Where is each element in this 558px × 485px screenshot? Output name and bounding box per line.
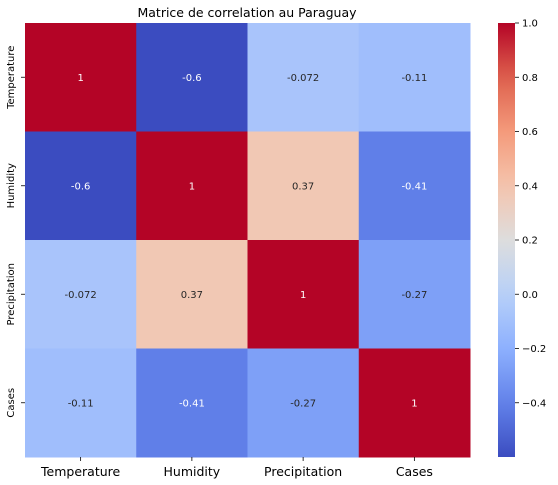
heatmap-cell (25, 240, 137, 349)
colorbar-tick-label: 1.0 (522, 19, 538, 30)
heatmap-cell (358, 131, 471, 241)
heatmap-cell (247, 240, 360, 349)
y-tick-label: Humidity (6, 163, 17, 208)
heatmap-cell (136, 131, 248, 241)
chart-title: Matrice de correlation au Paraguay (137, 5, 357, 20)
colorbar-tick-label: 0.2 (522, 236, 538, 247)
heatmap-cell (25, 23, 137, 132)
colorbar-tick-label: 0.8 (522, 73, 538, 84)
colorbar-tick-label: 0.6 (522, 127, 538, 138)
cell-annotation: -0.6 (71, 181, 91, 192)
cell-annotation: -0.27 (290, 398, 316, 409)
cell-annotation: -0.072 (287, 73, 319, 84)
heatmap-cell (136, 240, 248, 349)
y-tick-label: Cases (6, 388, 17, 418)
x-axis-labels: Temperature Humidity Precipitation Cases (40, 457, 433, 479)
heatmap-cell (25, 131, 137, 241)
heatmap-cell (358, 23, 471, 132)
heatmap-cell (247, 23, 360, 132)
colorbar-gradient (498, 23, 515, 457)
cell-annotation: -0.11 (68, 398, 94, 409)
heatmap-cell (358, 240, 471, 349)
cell-annotation: 1 (77, 73, 83, 84)
cell-annotation: -0.41 (179, 398, 205, 409)
cell-annotation: -0.41 (401, 181, 427, 192)
x-tick-label: Cases (396, 464, 433, 479)
colorbar-tick-label: 0.0 (522, 290, 538, 301)
cell-annotation: -0.072 (65, 290, 97, 301)
heatmap-cells: 1 -0.6 -0.072 -0.11 -0.6 1 0.37 -0.41 -0.072 0.37… (25, 23, 471, 458)
colorbar-tick-label: −0.4 (522, 398, 546, 409)
cell-annotation: 1 (411, 398, 417, 409)
cell-annotation: 0.37 (181, 290, 203, 301)
heatmap-cell (136, 23, 248, 132)
colorbar: 1.0 0.8 0.6 0.4 0.2 0.0 −0.2 −0.4 (498, 19, 546, 457)
cell-annotation: 0.37 (292, 181, 314, 192)
heatmap-cell (247, 131, 360, 241)
cell-annotation: 1 (300, 290, 306, 301)
heatmap-cell (247, 348, 360, 458)
colorbar-tick-label: 0.4 (522, 181, 538, 192)
cell-annotation: -0.11 (401, 73, 427, 84)
x-tick-label: Humidity (164, 464, 221, 479)
heatmap-cell (136, 348, 248, 458)
heatmap-cell (358, 348, 471, 458)
heatmap-cell (25, 348, 137, 458)
y-tick-label: Temperature (6, 46, 17, 110)
cell-annotation: -0.6 (182, 73, 202, 84)
x-tick-label: Precipitation (264, 464, 342, 479)
x-tick-label: Temperature (40, 464, 120, 479)
y-axis-labels: Temperature Humidity Precipitation Cases (6, 46, 25, 418)
colorbar-tick-label: −0.2 (522, 344, 546, 355)
y-tick-label: Precipitation (6, 263, 17, 326)
cell-annotation: 1 (189, 181, 195, 192)
cell-annotation: -0.27 (401, 290, 427, 301)
